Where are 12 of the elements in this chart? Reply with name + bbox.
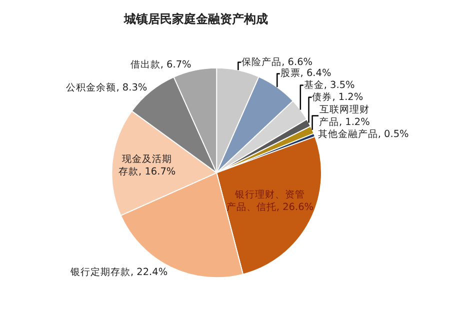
slice-label: 股票, 6.4%	[280, 68, 332, 80]
slice-label: 债券, 1.2%	[312, 91, 364, 104]
slice-label: 基金, 3.5%	[304, 79, 355, 92]
slice-label: 公积金余额, 8.3%	[66, 82, 148, 94]
slice-label: 现金及活期存款, 16.7%	[118, 153, 176, 178]
slice-label: 保险产品, 6.6%	[242, 56, 313, 68]
slice-label: 银行理财、资管产品、信托, 26.6%	[226, 188, 314, 213]
slice-label: 借出款, 6.7%	[130, 58, 192, 70]
chart-title: 城镇居民家庭金融资产构成	[123, 12, 268, 26]
slice-label: 互联网理财产品, 1.2%	[318, 103, 370, 128]
slice-label: 其他金融产品, 0.5%	[318, 128, 409, 140]
slice-label: 银行定期存款, 22.4%	[69, 266, 168, 278]
